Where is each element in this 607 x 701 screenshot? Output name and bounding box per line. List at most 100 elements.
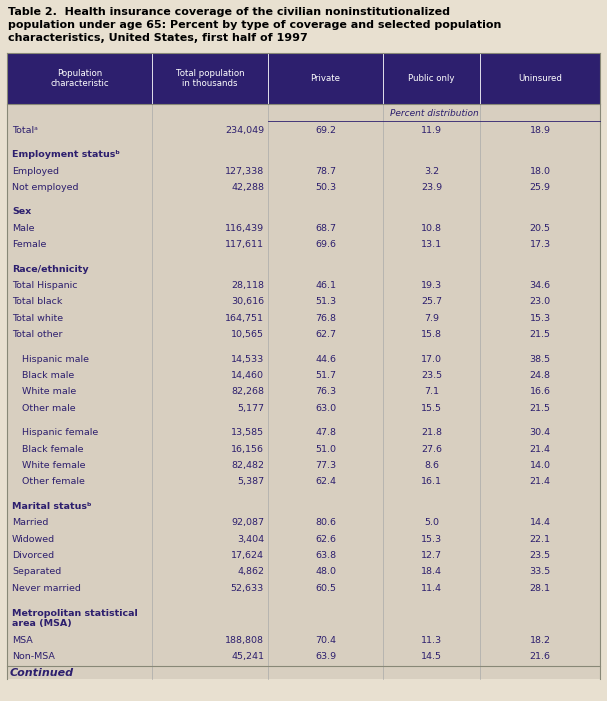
Text: 63.0: 63.0 [315, 404, 336, 413]
Text: 22.1: 22.1 [529, 535, 551, 544]
Text: 68.7: 68.7 [315, 224, 336, 233]
Text: 24.8: 24.8 [529, 371, 551, 380]
Bar [0, 0, 607, 105]
Text: 127,338: 127,338 [225, 167, 264, 175]
Text: 48.0: 48.0 [315, 567, 336, 576]
Text: 47.8: 47.8 [315, 428, 336, 437]
Text: Not employed: Not employed [12, 183, 78, 192]
Text: 21.8: 21.8 [421, 428, 442, 437]
Text: Total Hispanic: Total Hispanic [12, 281, 78, 290]
Text: 63.8: 63.8 [315, 551, 336, 560]
Text: Public only: Public only [409, 74, 455, 83]
Text: Total white: Total white [12, 314, 63, 323]
Text: MSA: MSA [12, 636, 33, 645]
Text: Married: Married [12, 518, 49, 527]
Bar [7, 104, 600, 679]
Text: 13,585: 13,585 [231, 428, 264, 437]
Text: 76.8: 76.8 [315, 314, 336, 323]
Text: Table 2.  Health insurance coverage of the civilian noninstitutionalized: Table 2. Health insurance coverage of th… [8, 7, 450, 17]
Text: 78.7: 78.7 [315, 167, 336, 175]
Text: 15.3: 15.3 [529, 314, 551, 323]
Text: Black female: Black female [22, 444, 84, 454]
Text: 7.9: 7.9 [424, 314, 439, 323]
Text: 28.1: 28.1 [529, 584, 551, 593]
Text: 23.9: 23.9 [421, 183, 442, 192]
Text: 11.9: 11.9 [421, 125, 442, 135]
Text: 82,268: 82,268 [231, 388, 264, 397]
Text: 62.7: 62.7 [315, 330, 336, 339]
Text: 63.9: 63.9 [315, 653, 336, 661]
Text: 76.3: 76.3 [315, 388, 336, 397]
Bar [7, 53, 600, 104]
Text: 77.3: 77.3 [315, 461, 336, 470]
Text: 10.8: 10.8 [421, 224, 442, 233]
Text: 62.4: 62.4 [315, 477, 336, 486]
Text: Marital statusᵇ: Marital statusᵇ [12, 502, 92, 511]
Text: 12.7: 12.7 [421, 551, 442, 560]
Text: Private: Private [311, 74, 341, 83]
Text: 17,624: 17,624 [231, 551, 264, 560]
Text: Percent distribution: Percent distribution [390, 109, 478, 118]
Text: 18.0: 18.0 [529, 167, 551, 175]
Text: Other male: Other male [22, 404, 76, 413]
Text: 38.5: 38.5 [529, 355, 551, 364]
Text: 19.3: 19.3 [421, 281, 442, 290]
Text: Black male: Black male [22, 371, 74, 380]
Text: 164,751: 164,751 [225, 314, 264, 323]
Text: Never married: Never married [12, 584, 81, 593]
Text: Employed: Employed [12, 167, 59, 175]
Text: 3.2: 3.2 [424, 167, 439, 175]
Text: 18.2: 18.2 [529, 636, 551, 645]
Text: Sex: Sex [12, 207, 31, 217]
Text: 15.3: 15.3 [421, 535, 442, 544]
Text: Race/ethnicity: Race/ethnicity [12, 265, 89, 273]
Text: 23.5: 23.5 [529, 551, 551, 560]
Text: Total black: Total black [12, 297, 63, 306]
Text: population under age 65: Percent by type of coverage and selected population: population under age 65: Percent by type… [8, 20, 501, 30]
Text: 51.3: 51.3 [315, 297, 336, 306]
Text: 16,156: 16,156 [231, 444, 264, 454]
Text: 25.9: 25.9 [529, 183, 551, 192]
Text: 70.4: 70.4 [315, 636, 336, 645]
Text: 10,565: 10,565 [231, 330, 264, 339]
Text: 21.5: 21.5 [529, 404, 551, 413]
Text: Widowed: Widowed [12, 535, 55, 544]
Text: 80.6: 80.6 [315, 518, 336, 527]
Text: 18.4: 18.4 [421, 567, 442, 576]
Text: 34.6: 34.6 [529, 281, 551, 290]
Text: 50.3: 50.3 [315, 183, 336, 192]
Text: 62.6: 62.6 [315, 535, 336, 544]
Text: 11.4: 11.4 [421, 584, 442, 593]
Text: 28,118: 28,118 [231, 281, 264, 290]
Text: Non-MSA: Non-MSA [12, 653, 55, 661]
Text: White male: White male [22, 388, 76, 397]
Text: 21.4: 21.4 [529, 477, 551, 486]
Text: 17.3: 17.3 [529, 240, 551, 249]
Text: 13.1: 13.1 [421, 240, 442, 249]
Text: 11.3: 11.3 [421, 636, 442, 645]
Text: 30.4: 30.4 [529, 428, 551, 437]
Text: 117,611: 117,611 [225, 240, 264, 249]
Text: Hispanic male: Hispanic male [22, 355, 89, 364]
Text: 18.9: 18.9 [529, 125, 551, 135]
Text: 23.5: 23.5 [421, 371, 442, 380]
Text: 21.5: 21.5 [529, 330, 551, 339]
Text: 82,482: 82,482 [231, 461, 264, 470]
Text: 30,616: 30,616 [231, 297, 264, 306]
Text: 14,533: 14,533 [231, 355, 264, 364]
Text: 5,387: 5,387 [237, 477, 264, 486]
Text: Continued: Continued [10, 668, 74, 678]
Text: Totalᵃ: Totalᵃ [12, 125, 38, 135]
Text: 69.6: 69.6 [315, 240, 336, 249]
Text: 60.5: 60.5 [315, 584, 336, 593]
Text: 16.1: 16.1 [421, 477, 442, 486]
Text: 51.7: 51.7 [315, 371, 336, 380]
Text: 3,404: 3,404 [237, 535, 264, 544]
Text: 5,177: 5,177 [237, 404, 264, 413]
Text: 42,288: 42,288 [231, 183, 264, 192]
Text: White female: White female [22, 461, 86, 470]
Text: 14,460: 14,460 [231, 371, 264, 380]
Text: Female: Female [12, 240, 46, 249]
Text: 15.5: 15.5 [421, 404, 442, 413]
Text: 17.0: 17.0 [421, 355, 442, 364]
